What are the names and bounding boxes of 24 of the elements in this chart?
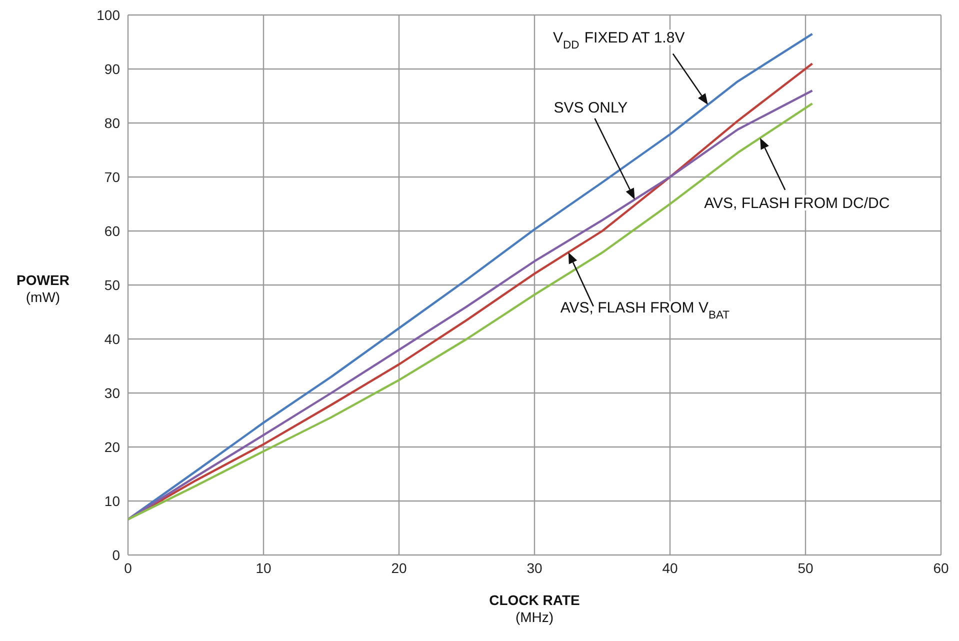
y-tick-label: 10 (104, 492, 120, 509)
x-tick-label: 0 (124, 560, 132, 576)
x-tick-label: 10 (256, 560, 272, 576)
y-tick-label: 90 (104, 60, 120, 77)
y-tick-label: 30 (104, 384, 120, 401)
y-tick-label: 0 (112, 546, 120, 563)
x-axis-title: CLOCK RATE (MHz) (489, 592, 580, 625)
y-tick-label: 70 (104, 168, 120, 185)
y-axis-title: POWER (mW) (16, 272, 70, 305)
annotation: SVS ONLY (554, 99, 628, 116)
y-tick-label: 80 (104, 114, 120, 131)
x-tick-label: 50 (798, 560, 814, 576)
y-tick-label: 50 (104, 276, 120, 293)
y-tick-label: 100 (96, 6, 120, 23)
x-tick-label: 20 (391, 560, 407, 576)
x-tick-label: 60 (933, 560, 949, 576)
y-tick-label: 20 (104, 438, 120, 455)
annotation: V$_{DD}$ FIXED AT 1.8V (552, 30, 685, 52)
x-tick-label: 40 (662, 560, 678, 576)
y-tick-label: 60 (104, 222, 120, 239)
annotation: AVS, FLASH FROM V$_{BAT}$ (560, 299, 730, 322)
x-tick-label: 30 (526, 560, 542, 576)
y-tick-label: 40 (104, 330, 120, 347)
annotation: AVS, FLASH FROM DC/DC (704, 194, 890, 212)
